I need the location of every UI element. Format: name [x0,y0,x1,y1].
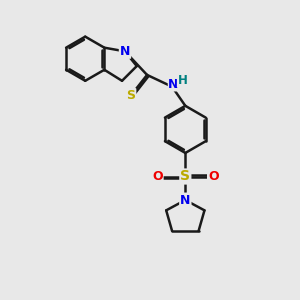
Text: O: O [208,170,219,183]
Text: S: S [126,89,135,102]
Text: H: H [178,74,187,87]
Text: N: N [168,78,179,91]
Text: N: N [180,194,190,207]
Text: S: S [180,169,190,184]
Text: O: O [152,170,163,183]
Text: N: N [120,45,130,58]
